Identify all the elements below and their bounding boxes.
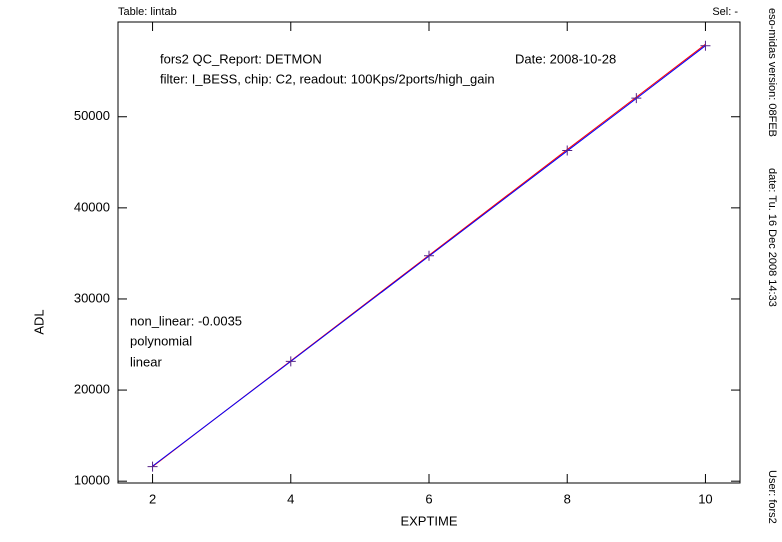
x-tick-label: 10 <box>698 491 712 506</box>
date: Date: 2008-10-28 <box>515 51 616 66</box>
header-left: Table: lintab <box>118 6 177 18</box>
x-tick-label: 8 <box>564 491 571 506</box>
annotation: non_linear: -0.0035 <box>130 313 242 328</box>
side-date: date: Tu. 16 Dec 2008 14:33 <box>766 168 778 307</box>
data-point <box>700 40 711 51</box>
data-point <box>285 356 296 367</box>
side-version: eso-midas version: 08FEB <box>766 8 778 137</box>
x-tick-label: 2 <box>149 491 156 506</box>
x-tick-label: 6 <box>425 491 432 506</box>
y-axis-label: ADL <box>31 309 46 334</box>
x-tick-label: 4 <box>287 491 294 506</box>
y-tick-label: 40000 <box>74 199 110 214</box>
header-right: Sel: - <box>712 6 738 18</box>
legend-label: polynomial <box>130 333 192 348</box>
y-tick-label: 50000 <box>74 108 110 123</box>
series-line <box>152 45 706 467</box>
y-tick-label: 10000 <box>74 473 110 488</box>
y-tick-label: 20000 <box>74 382 110 397</box>
x-axis-label: EXPTIME <box>400 513 457 528</box>
data-point <box>562 145 573 156</box>
chart-title: fors2 QC_Report: DETMON <box>160 51 322 66</box>
data-point <box>631 93 642 104</box>
y-tick-label: 30000 <box>74 290 110 305</box>
data-point <box>147 461 158 472</box>
data-point <box>424 250 434 261</box>
legend-label: linear <box>130 354 162 369</box>
side-user: User: fors2 <box>766 470 778 524</box>
subtitle: filter: I_BESS, chip: C2, readout: 100Kp… <box>160 71 495 86</box>
